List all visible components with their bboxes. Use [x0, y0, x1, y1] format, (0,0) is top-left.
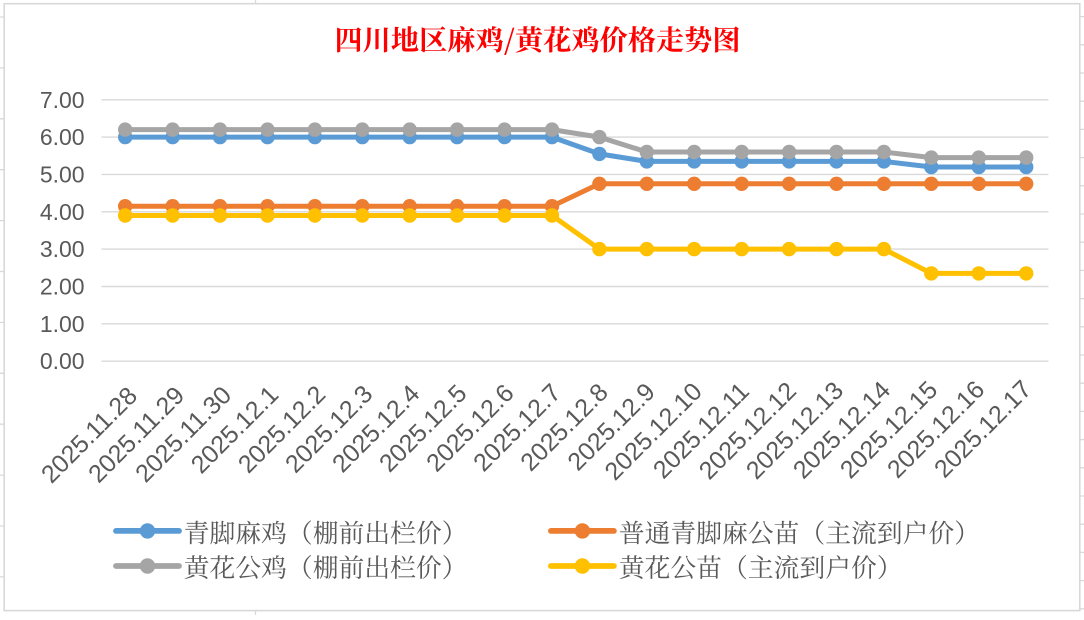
svg-text:2.00: 2.00 [40, 274, 85, 300]
svg-text:0.00: 0.00 [40, 348, 85, 374]
svg-text:4.00: 4.00 [40, 199, 85, 225]
svg-text:3.00: 3.00 [40, 236, 85, 262]
svg-text:1.00: 1.00 [40, 311, 85, 337]
svg-text:6.00: 6.00 [40, 124, 85, 150]
svg-text:5.00: 5.00 [40, 161, 85, 187]
svg-text:7.00: 7.00 [40, 87, 85, 113]
